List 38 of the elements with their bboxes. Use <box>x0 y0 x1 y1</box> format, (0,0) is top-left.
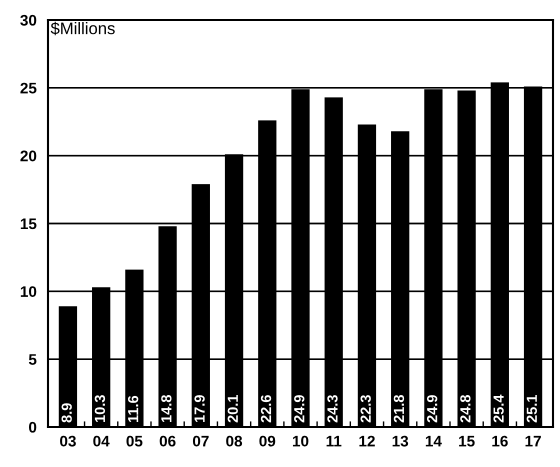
data-label: 22.3 <box>360 395 371 422</box>
data-label: 25.1 <box>526 394 537 422</box>
x-tick-label: 04 <box>93 436 110 447</box>
y-axis-title: $Millions <box>50 22 115 36</box>
x-tick-label: 12 <box>359 436 375 446</box>
data-label: 21.8 <box>394 394 404 422</box>
y-tick-label: 15 <box>20 218 36 230</box>
x-tick-label: 03 <box>60 436 76 447</box>
y-tick-label: 10 <box>20 286 36 298</box>
data-label: 10.3 <box>94 395 106 422</box>
x-tick-label: 10 <box>292 436 308 447</box>
data-label: 25.4 <box>493 394 504 422</box>
data-label: 20.1 <box>228 394 238 422</box>
x-tick-label: 14 <box>426 436 442 446</box>
x-tick-label: 07 <box>192 436 209 447</box>
y-tick-label: 25 <box>20 82 36 94</box>
data-label: 24.9 <box>294 395 304 422</box>
y-tick-label: 0 <box>28 422 36 433</box>
x-tick-label: 13 <box>392 436 408 447</box>
x-tick-label: 15 <box>459 436 475 447</box>
data-label: 17.9 <box>194 395 205 422</box>
data-label: 24.3 <box>327 395 338 422</box>
x-tick-label: 08 <box>226 436 242 447</box>
data-label: 8.9 <box>62 403 72 422</box>
y-tick-label: 30 <box>20 14 36 26</box>
x-tick-label: 05 <box>126 436 142 447</box>
y-tick-label: 5 <box>28 354 36 365</box>
data-label: 24.9 <box>426 395 438 422</box>
data-label: 14.8 <box>161 394 172 422</box>
x-tick-label: 17 <box>526 436 541 446</box>
data-label: 22.6 <box>260 395 272 422</box>
x-tick-label: 11 <box>326 436 342 446</box>
x-tick-label: 06 <box>160 436 176 447</box>
x-tick-label: 16 <box>492 436 508 447</box>
data-label: 24.8 <box>460 394 471 422</box>
data-label: 11.6 <box>128 396 138 422</box>
x-tick-label: 09 <box>259 436 276 447</box>
y-tick-label: 20 <box>20 150 36 162</box>
